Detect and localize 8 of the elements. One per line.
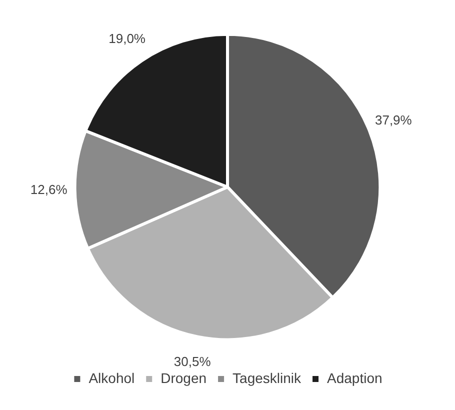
data-label: 37,9% [374,112,412,128]
legend-label: Drogen [160,370,207,386]
data-label: 19,0% [108,30,146,46]
data-label: 30,5% [174,354,212,369]
legend-label: Alkohol [88,370,135,386]
legend-label: Adaption [327,370,382,386]
legend-label: Tagesklinik [232,370,302,386]
data-label: 12,6% [30,182,68,197]
